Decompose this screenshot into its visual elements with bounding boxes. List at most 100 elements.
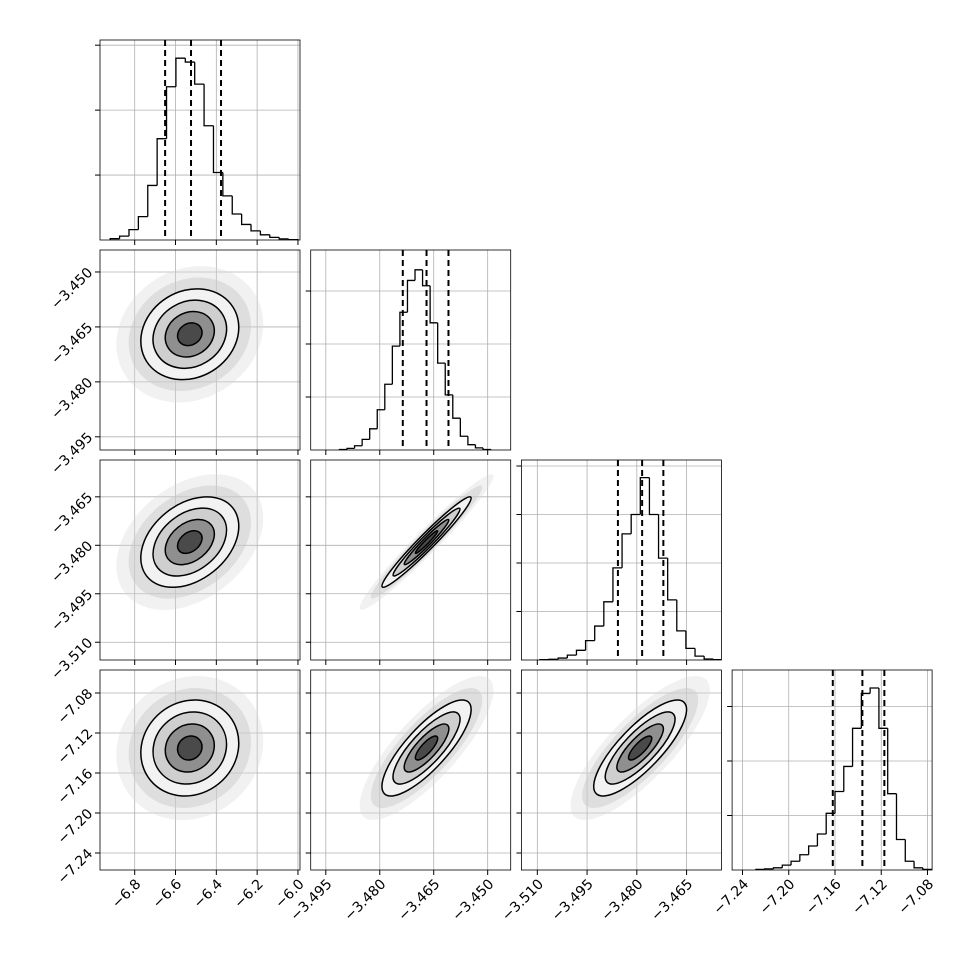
histogram-bin — [406, 279, 416, 313]
y-tick-label: −3.495 — [48, 587, 96, 635]
histogram-bin — [346, 447, 355, 450]
histogram-bin — [895, 793, 906, 841]
histogram-bin — [781, 864, 792, 868]
histogram-bin — [175, 57, 186, 87]
panel-frame — [521, 459, 722, 661]
x-tick-label: −7.12 — [849, 876, 891, 918]
histogram-bin — [603, 601, 613, 627]
histogram-bin — [904, 839, 915, 862]
histogram-bin — [869, 687, 879, 694]
x-tick-label: −7.08 — [895, 876, 937, 918]
panel-content — [310, 250, 511, 450]
panel-content — [310, 460, 511, 660]
x-tick-label: −3.510 — [499, 876, 547, 924]
contour-level — [414, 530, 439, 555]
x-tick-label: −3.465 — [648, 876, 696, 924]
histogram-bin — [240, 214, 252, 226]
y-tick-label: −3.510 — [48, 635, 96, 683]
panel-frame — [99, 249, 301, 451]
panel-frame — [310, 249, 512, 451]
histogram-bin — [376, 409, 385, 429]
y-tick-label: −3.450 — [48, 265, 96, 313]
panel: −7.24 −7.20 −7.16 −7.12 −7.08 — [711, 669, 937, 918]
panel-content — [521, 460, 722, 660]
histogram-bin — [118, 235, 129, 239]
histogram-bin — [913, 861, 923, 869]
histogram-bin — [391, 345, 400, 385]
panel: −3.450 −3.465 −3.480 −3.495 — [48, 249, 301, 478]
histogram-bin — [843, 765, 853, 792]
histogram-bin — [459, 418, 468, 437]
panel-frame — [310, 459, 512, 661]
panel-content — [100, 40, 300, 240]
histogram-bin — [851, 727, 862, 767]
x-tick-label: −6.4 — [191, 876, 226, 911]
histogram-bin — [860, 692, 871, 729]
contour-level — [176, 735, 203, 761]
histogram-bin — [203, 84, 214, 127]
histogram-bin — [361, 438, 370, 446]
histogram-bin — [878, 687, 888, 729]
histogram-bin — [369, 428, 378, 440]
histogram-bin — [639, 477, 650, 515]
histogram-bin — [444, 363, 453, 396]
y-tick-label: −3.495 — [48, 430, 96, 478]
histogram-bin — [399, 311, 408, 347]
panel — [516, 459, 722, 665]
panel: −6.8 −6.6 −6.4 −6.2 −6.0−7.08−7.12−7.16−7.20… — [55, 669, 308, 912]
histogram-bin — [109, 238, 120, 240]
histogram-bin — [685, 630, 696, 650]
x-tick-label: −3.495 — [549, 876, 597, 924]
histogram-bin — [156, 138, 167, 186]
histogram-bin — [250, 224, 261, 232]
histogram-bin — [212, 125, 223, 174]
histogram-bin — [887, 728, 897, 795]
panel: −3.510 −3.495 −3.480 −3.465 — [499, 669, 722, 924]
histogram-bin — [799, 854, 809, 862]
x-tick-label: −3.480 — [341, 876, 389, 924]
x-tick-label: −3.450 — [449, 876, 497, 924]
y-tick-label: −7.08 — [55, 686, 97, 728]
panel-content — [100, 460, 300, 660]
panel-frame — [99, 39, 301, 241]
histogram-bin — [676, 599, 686, 632]
panel-frame — [99, 669, 301, 871]
panel-content — [732, 670, 933, 870]
histogram-bin — [612, 567, 623, 602]
x-tick-label: −7.20 — [757, 876, 799, 918]
histogram-bin — [147, 184, 158, 217]
x-tick-label: −6.8 — [109, 876, 144, 911]
x-tick-label: −3.480 — [599, 876, 647, 924]
panel-frame — [731, 669, 933, 871]
histogram-bin — [557, 657, 568, 660]
panel — [305, 459, 512, 665]
histogram-bin — [807, 845, 818, 855]
panel-content — [310, 670, 511, 870]
y-tick-label: −7.16 — [55, 766, 97, 808]
panel-content — [521, 670, 722, 870]
histogram-bin — [621, 533, 632, 568]
histogram-bin — [703, 656, 714, 660]
histogram-bin — [584, 639, 595, 651]
y-tick-label: −3.465 — [48, 490, 96, 538]
histogram-bin — [259, 230, 270, 236]
histogram-bin — [231, 195, 242, 215]
histogram-bin — [575, 649, 586, 656]
contour-level — [176, 530, 203, 555]
y-tick-label: −3.465 — [48, 320, 96, 368]
histogram-bin — [657, 514, 668, 559]
y-tick-label: −7.12 — [55, 726, 97, 768]
histogram-bin — [269, 234, 280, 239]
x-tick-label: −6.2 — [231, 876, 266, 911]
y-tick-label: −3.480 — [48, 375, 96, 423]
histogram-bin — [452, 394, 461, 419]
histogram-bin — [764, 868, 774, 870]
y-tick-label: −3.480 — [48, 538, 96, 586]
panel-frame — [521, 669, 722, 871]
x-tick-label: −7.24 — [711, 876, 753, 918]
histogram-bin — [834, 790, 844, 814]
histogram-bin — [594, 625, 604, 641]
histogram-bin — [222, 172, 233, 197]
